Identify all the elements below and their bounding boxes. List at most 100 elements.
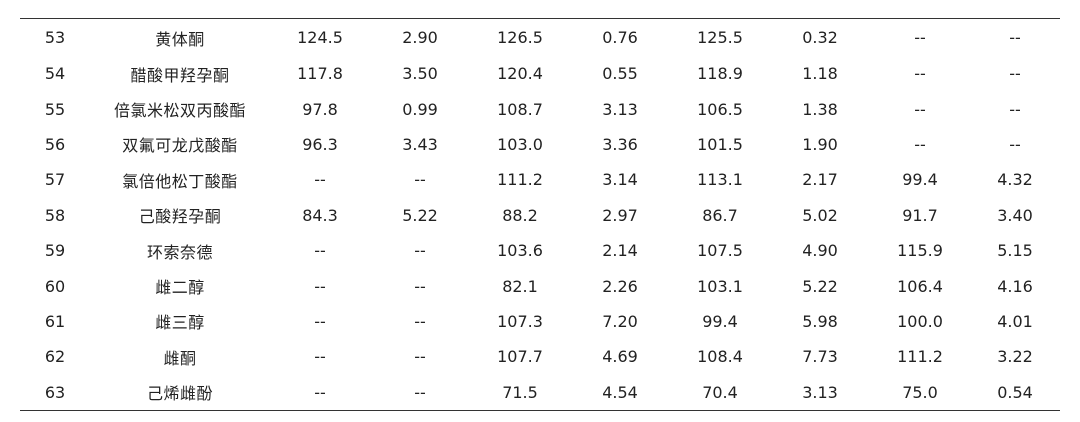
table-cell: --	[314, 311, 326, 331]
table-cell: 117.8	[297, 64, 343, 84]
table-cell: --	[314, 382, 326, 402]
table-cell: --	[914, 64, 926, 84]
compound-name: 己烯雌酚	[146, 384, 213, 404]
table-cell: 0.55	[602, 64, 638, 84]
table-cell: 2.97	[602, 205, 638, 225]
row-number: 58	[44, 205, 66, 225]
table-cell: 3.40	[997, 205, 1033, 225]
compound-name: 醋酸甲羟孕酮	[130, 65, 230, 85]
table-cell: 70.4	[702, 382, 738, 402]
table-cell: 0.99	[402, 99, 438, 119]
table-cell: 103.0	[497, 134, 543, 154]
table-cell: 2.26	[602, 276, 638, 296]
table-cell: --	[414, 241, 426, 261]
top-rule	[20, 18, 1060, 19]
table-cell: 3.36	[602, 134, 638, 154]
compound-name: 己酸羟孕酮	[138, 207, 222, 227]
table-row: 56 双氟可龙戊酸酯 96.3 3.43 103.0 3.36 101.5 1.…	[20, 127, 1060, 162]
table-cell: 118.9	[697, 64, 743, 84]
table-cell: 113.1	[697, 170, 743, 190]
table-cell: 2.14	[602, 241, 638, 261]
table-row: 57 氯倍他松丁酸酯 -- -- 111.2 3.14 113.1 2.17 9…	[20, 162, 1060, 197]
table-cell: 1.90	[802, 134, 838, 154]
table-cell: 4.90	[802, 241, 838, 261]
table-cell: 126.5	[497, 28, 543, 47]
row-number: 53	[44, 28, 66, 47]
table-row: 58 己酸羟孕酮 84.3 5.22 88.2 2.97 86.7 5.02 9…	[20, 198, 1060, 233]
table-cell: 97.8	[302, 99, 338, 119]
table-cell: 106.4	[897, 276, 943, 296]
table-cell: 71.5	[502, 382, 538, 402]
table-cell: 107.7	[497, 347, 543, 367]
table-cell: 7.73	[802, 347, 838, 367]
table-cell: 0.54	[997, 382, 1033, 402]
table-cell: 5.02	[802, 205, 838, 225]
table-cell: 99.4	[902, 170, 938, 190]
table-cell: 86.7	[702, 205, 738, 225]
table-cell: 108.7	[497, 99, 543, 119]
table-row: 60 雌二醇 -- -- 82.1 2.26 103.1 5.22 106.4 …	[20, 268, 1060, 303]
table-cell: 106.5	[697, 99, 743, 119]
table-cell: 0.76	[602, 28, 638, 47]
table-cell: --	[314, 170, 326, 190]
table-row: 62 雌酮 -- -- 107.7 4.69 108.4 7.73 111.2 …	[20, 339, 1060, 374]
table-cell: 7.20	[602, 311, 638, 331]
table-cell: 3.22	[997, 347, 1033, 367]
row-number: 55	[44, 99, 66, 119]
row-number: 59	[44, 241, 66, 261]
table-cell: 5.22	[402, 205, 438, 225]
data-table: 53 黄体酮 124.5 2.90 126.5 0.76 125.5 0.32 …	[20, 19, 1060, 410]
table-cell: 107.3	[497, 311, 543, 331]
row-number: 61	[44, 311, 66, 331]
table-cell: 125.5	[697, 28, 743, 47]
table-cell: --	[314, 276, 326, 296]
row-number: 63	[44, 382, 66, 402]
table-cell: --	[1009, 134, 1021, 154]
table-row: 55 倍氯米松双丙酸酯 97.8 0.99 108.7 3.13 106.5 1…	[20, 91, 1060, 126]
table-cell: 4.54	[602, 382, 638, 402]
compound-name: 倍氯米松双丙酸酯	[113, 101, 246, 121]
table-cell: --	[414, 382, 426, 402]
bottom-rule	[20, 409, 1060, 411]
table-cell: 5.15	[997, 241, 1033, 261]
table-cell: 2.90	[402, 28, 438, 47]
table-cell: 100.0	[897, 311, 943, 331]
table-cell: 0.32	[802, 28, 838, 47]
table-cell: 5.22	[802, 276, 838, 296]
table-cell: 1.18	[802, 64, 838, 84]
table-row: 63 己烯雌酚 -- -- 71.5 4.54 70.4 3.13 75.0 0…	[20, 375, 1060, 410]
table-cell: 3.14	[602, 170, 638, 190]
compound-name: 双氟可龙戊酸酯	[122, 136, 238, 156]
table-cell: --	[414, 311, 426, 331]
table-cell: 75.0	[902, 382, 938, 402]
table-cell: --	[1009, 64, 1021, 84]
table-cell: --	[414, 170, 426, 190]
table-cell: 5.98	[802, 311, 838, 331]
table-cell: 4.69	[602, 347, 638, 367]
compound-name: 黄体酮	[155, 29, 205, 49]
table-cell: 3.50	[402, 64, 438, 84]
table-cell: 107.5	[697, 241, 743, 261]
row-number: 56	[44, 134, 66, 154]
row-number: 57	[44, 170, 66, 190]
compound-name: 环索奈德	[146, 242, 213, 262]
row-number: 62	[44, 347, 66, 367]
table-cell: 4.32	[997, 170, 1033, 190]
table-row: 54 醋酸甲羟孕酮 117.8 3.50 120.4 0.55 118.9 1.…	[20, 56, 1060, 91]
table-cell: --	[414, 347, 426, 367]
table-cell: 82.1	[502, 276, 538, 296]
row-number: 54	[44, 64, 66, 84]
table-cell: 2.17	[802, 170, 838, 190]
table-cell: 111.2	[497, 170, 543, 190]
table-cell: 84.3	[302, 205, 338, 225]
table-cell: 3.43	[402, 134, 438, 154]
table-cell: 96.3	[302, 134, 338, 154]
table-cell: 124.5	[297, 28, 343, 47]
data-table-container: 53 黄体酮 124.5 2.90 126.5 0.76 125.5 0.32 …	[20, 18, 1060, 411]
table-cell: 3.13	[802, 382, 838, 402]
table-cell: --	[914, 28, 926, 47]
table-cell: 108.4	[697, 347, 743, 367]
table-cell: 99.4	[702, 311, 738, 331]
table-row: 61 雌三醇 -- -- 107.3 7.20 99.4 5.98 100.0 …	[20, 304, 1060, 339]
table-cell: 4.16	[997, 276, 1033, 296]
